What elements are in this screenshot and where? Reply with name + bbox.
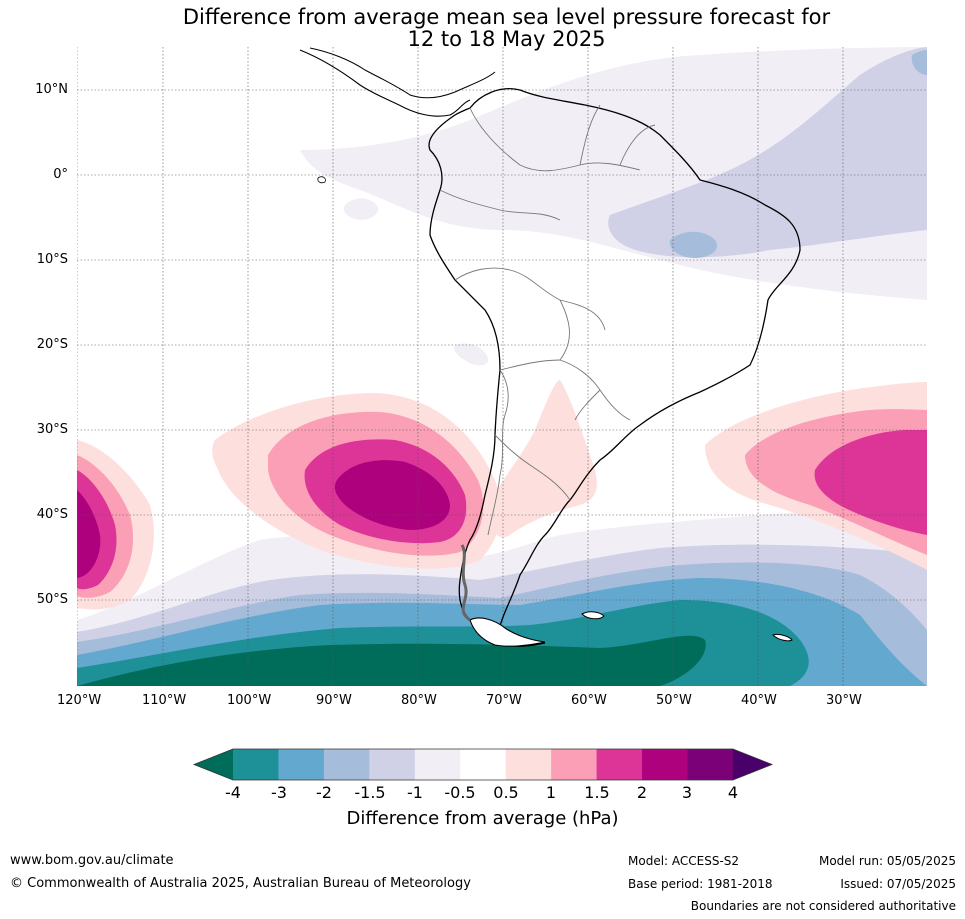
footer-model-run: Model run: 05/05/2025 [818, 854, 956, 868]
colorbar-swatch [460, 749, 507, 780]
footer-url[interactable]: www.bom.gov.au/climate [10, 853, 174, 868]
colorbar-tick: -2 [316, 783, 332, 802]
colorbar-tick: -4 [225, 783, 241, 802]
lon-label-60w: 60°W [571, 693, 607, 708]
colorbar-swatch [687, 749, 734, 780]
lon-label-100w: 100°W [227, 693, 272, 708]
footer-disclaimer: Boundaries are not considered authoritat… [690, 899, 956, 913]
lon-label-90w: 90°W [316, 693, 352, 708]
central-america-coastline [299, 49, 471, 117]
colorbar-tick: 1 [545, 783, 557, 802]
caribbean-coastline [309, 47, 496, 99]
lon-label-80w: 80°W [401, 693, 437, 708]
lat-label-50s: 50°S [36, 592, 68, 607]
graticule [77, 47, 927, 686]
colorbar-tick: 2 [636, 783, 648, 802]
colorbar-tick: -1 [407, 783, 423, 802]
colorbar-tick: 3 [681, 783, 693, 802]
colorbar-swatch [278, 749, 325, 780]
tropical-negative-anomaly [300, 47, 927, 366]
galapagos [317, 176, 326, 184]
lon-label-40w: 40°W [741, 693, 777, 708]
colorbar-outline [192, 748, 774, 781]
lon-label-30w: 30°W [826, 693, 862, 708]
lat-label-40s: 40°S [36, 507, 68, 522]
footer-copyright: © Commonwealth of Australia 2025, Austra… [10, 876, 471, 891]
lon-label-70w: 70°W [486, 693, 522, 708]
chile-fjords [460, 544, 471, 622]
colorbar-tick: 4 [727, 783, 739, 802]
title-line-2: 12 to 18 May 2025 [407, 27, 606, 51]
colorbar [192, 748, 774, 781]
colorbar-swatch [505, 749, 552, 780]
lat-label-10s: 10°S [36, 252, 68, 267]
atlantic-positive-anomaly [705, 382, 927, 570]
colorbar-tick: 0.5 [493, 783, 519, 802]
colorbar-tick: -1.5 [354, 783, 386, 802]
argentina-positive-anomaly [489, 380, 597, 538]
colorbar-swatch [642, 749, 688, 780]
colorbar-swatch [323, 749, 370, 780]
colorbar-under-arrow [194, 749, 233, 780]
colorbar-swatch [414, 749, 461, 780]
colorbar-label: Difference from average (hPa) [346, 808, 619, 829]
colorbar-swatch [596, 749, 643, 780]
lon-label-120w: 120°W [57, 693, 102, 708]
lat-label-0: 0° [53, 167, 68, 182]
colorbar-tick: 1.5 [584, 783, 610, 802]
lat-label-10n: 10°N [35, 82, 68, 97]
lon-label-50w: 50°W [656, 693, 692, 708]
colorbar-swatch [551, 749, 598, 780]
title-line-1: Difference from average mean sea level p… [182, 5, 831, 29]
colorbar-over-arrow [732, 749, 772, 780]
footer-base-period: Base period: 1981-2018 [628, 877, 773, 891]
south-america-coastline [428, 88, 801, 647]
pacific-positive-anomaly [77, 393, 501, 610]
colorbar-swatch [233, 749, 279, 780]
colorbar-tick: -3 [271, 783, 287, 802]
south-georgia [772, 634, 793, 642]
falkland-islands [581, 611, 605, 620]
colorbar-tick: -0.5 [444, 783, 476, 802]
lat-label-30s: 30°S [36, 422, 68, 437]
colorbar-swatch [369, 749, 416, 780]
tierra-del-fuego [469, 617, 546, 647]
footer-model: Model: ACCESS-S2 [628, 854, 740, 868]
footer-issued: Issued: 07/05/2025 [840, 877, 956, 891]
lat-label-20s: 20°S [36, 337, 68, 352]
country-boundaries [439, 104, 656, 536]
lon-label-110w: 110°W [142, 693, 187, 708]
